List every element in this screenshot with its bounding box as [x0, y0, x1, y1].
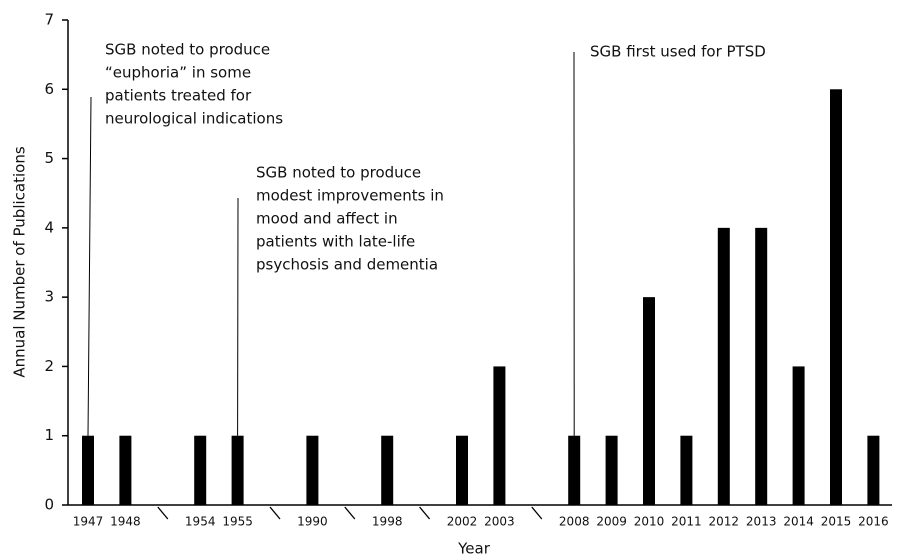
- y-tick-label: 4: [44, 218, 54, 236]
- x-tick-label: 1948: [110, 515, 141, 529]
- bar: [643, 297, 655, 505]
- x-tick-label: 1998: [372, 515, 403, 529]
- bar: [680, 435, 693, 505]
- annotation-text: mood and affect in: [256, 210, 398, 228]
- annotation-line: [87, 96, 92, 436]
- bar: [792, 366, 805, 505]
- bar: [231, 435, 244, 505]
- bar: [456, 435, 468, 505]
- y-tick-label: 7: [44, 11, 54, 29]
- annotation-text: neurological indications: [105, 110, 283, 128]
- annotation-text: “euphoria” in some: [105, 64, 251, 82]
- x-tick-label: 1947: [73, 515, 104, 529]
- annotation-text: SGB noted to produce: [105, 41, 270, 59]
- bar: [194, 435, 207, 505]
- y-axis-label: Annual Number of Publications: [11, 146, 29, 377]
- y-tick-label: 0: [44, 496, 54, 514]
- annotation-text: modest improvements in: [256, 187, 444, 205]
- x-tick-label: 2002: [447, 515, 478, 529]
- y-tick-label: 5: [44, 149, 54, 167]
- x-tick-label: 1990: [297, 515, 328, 529]
- x-tick-label: 2013: [746, 515, 777, 529]
- annotation-text: SGB noted to produce: [256, 164, 421, 182]
- x-tick-label: 2016: [858, 515, 889, 529]
- x-tick-label: 1955: [222, 515, 253, 529]
- x-tick-label: 2010: [634, 515, 665, 529]
- bar: [867, 435, 880, 505]
- annotation-text: SGB first used for PTSD: [590, 43, 766, 61]
- annotation-text: psychosis and dementia: [256, 256, 438, 274]
- annotation-text: patients treated for: [105, 87, 252, 105]
- y-tick-label: 2: [44, 357, 54, 375]
- bar: [493, 366, 506, 505]
- axis-break: [269, 506, 281, 520]
- x-tick-label: 2015: [821, 515, 852, 529]
- x-tick-label: 2003: [484, 515, 515, 529]
- bar: [119, 435, 132, 505]
- x-tick-label: 2011: [671, 515, 702, 529]
- bar: [568, 435, 581, 505]
- bar: [82, 435, 94, 505]
- y-tick-label: 6: [44, 80, 54, 98]
- x-tick-label: 2012: [709, 515, 740, 529]
- bar: [830, 89, 842, 506]
- axis-break: [157, 506, 169, 520]
- y-tick-label: 3: [44, 288, 54, 306]
- x-tick-label: 1954: [185, 515, 216, 529]
- x-tick-label: 2008: [559, 515, 590, 529]
- x-axis-label: Year: [457, 540, 491, 558]
- axis-break: [419, 506, 431, 520]
- bar: [381, 435, 394, 505]
- x-tick-label: 2014: [783, 515, 814, 529]
- bar: [755, 227, 768, 505]
- axis-break: [344, 506, 356, 520]
- y-tick-label: 1: [44, 426, 54, 444]
- annotation-text: patients with late-life: [256, 233, 415, 251]
- bar: [717, 227, 730, 505]
- bar: [306, 435, 319, 505]
- x-tick-label: 2009: [596, 515, 627, 529]
- axis-break: [531, 506, 543, 520]
- bar: [605, 435, 618, 505]
